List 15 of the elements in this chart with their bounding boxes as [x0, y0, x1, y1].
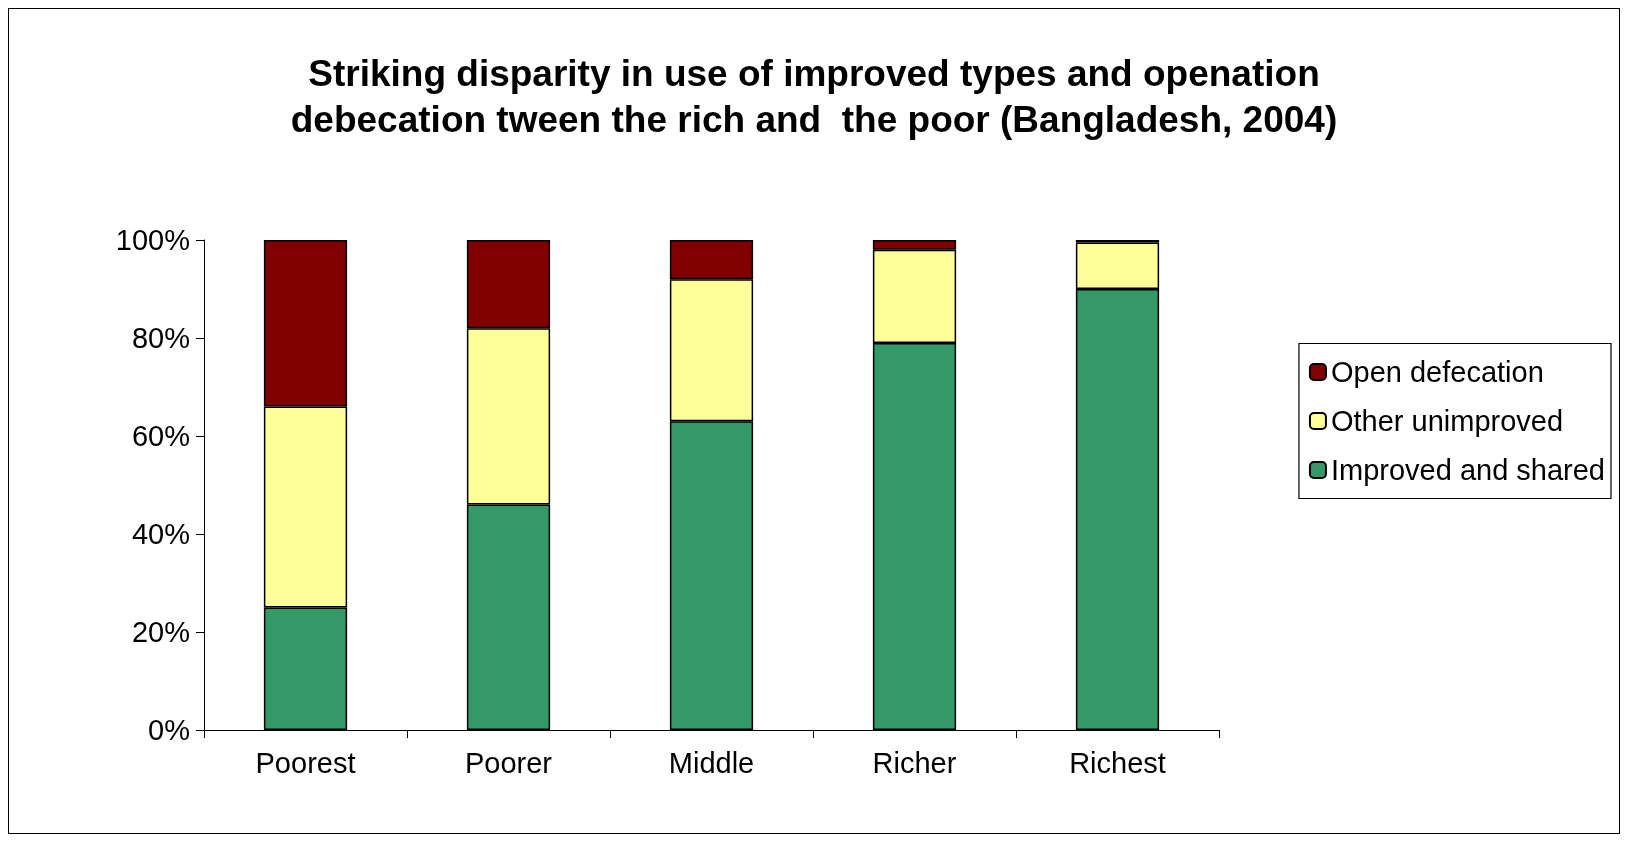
y-tick-label: 60% [131, 420, 190, 452]
y-tick-label: 0% [148, 714, 190, 746]
legend-label: Other unimproved [1330, 405, 1564, 437]
legend-label: Open defecation [1330, 356, 1544, 388]
y-tick-label: 100% [115, 224, 190, 256]
x-tick-label: Poorest [255, 746, 356, 779]
y-tick-label: 20% [131, 616, 190, 648]
x-tick-label: Poorer [464, 746, 553, 779]
legend-label: Improved and shared [1330, 454, 1606, 486]
y-tick-label: 80% [131, 322, 190, 354]
x-tick-label: Richest [1069, 746, 1166, 779]
x-tick-label: Richer [872, 746, 957, 779]
chart-title: Striking disparity in use of improved types and openation debecation tween the rich and the poor (Bangladesh, 2004) [290, 52, 1338, 140]
x-tick-label: Middle [668, 746, 755, 779]
y-tick-label: 40% [131, 518, 190, 550]
